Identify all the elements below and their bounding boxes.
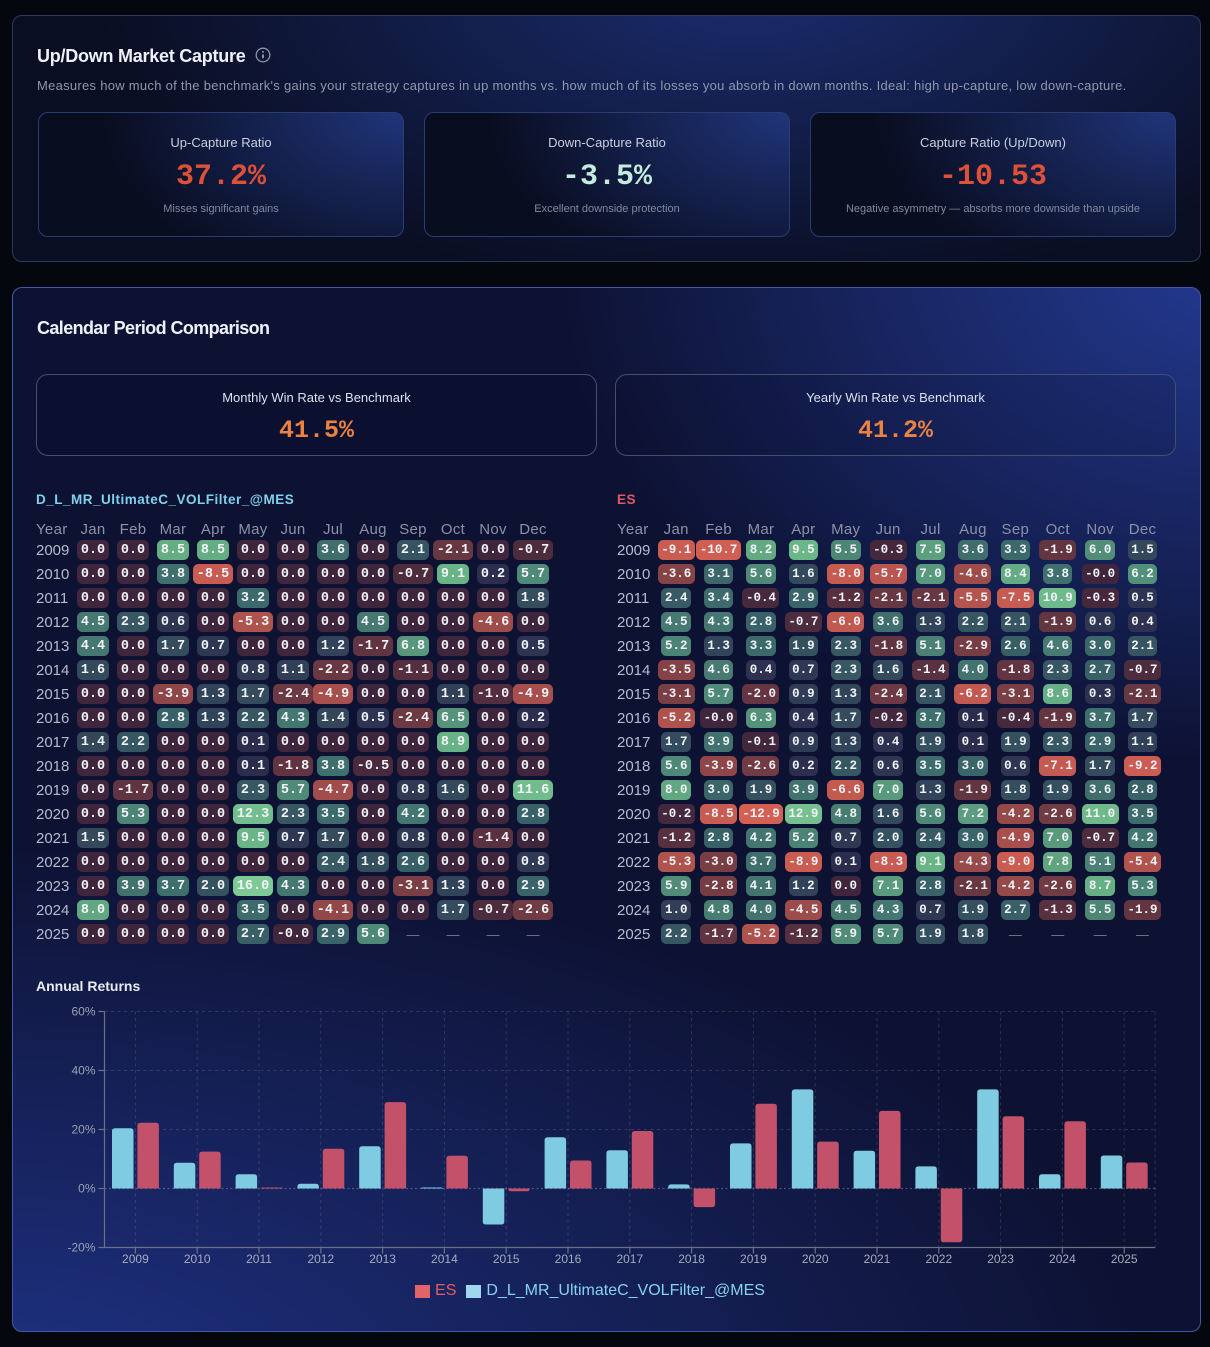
svg-text:2015: 2015 bbox=[493, 1252, 520, 1266]
svg-text:2019: 2019 bbox=[740, 1252, 767, 1266]
svg-text:2009: 2009 bbox=[122, 1252, 149, 1266]
svg-text:2020: 2020 bbox=[802, 1252, 829, 1266]
svg-text:2025: 2025 bbox=[1111, 1252, 1138, 1266]
svg-text:2014: 2014 bbox=[431, 1252, 458, 1266]
svg-text:0%: 0% bbox=[78, 1182, 96, 1196]
svg-text:2016: 2016 bbox=[555, 1252, 582, 1266]
svg-text:2024: 2024 bbox=[1049, 1252, 1076, 1266]
svg-text:2022: 2022 bbox=[925, 1252, 952, 1266]
svg-text:2012: 2012 bbox=[307, 1252, 334, 1266]
svg-text:2018: 2018 bbox=[678, 1252, 705, 1266]
svg-text:40%: 40% bbox=[71, 1064, 95, 1078]
svg-text:2017: 2017 bbox=[616, 1252, 643, 1266]
svg-text:-20%: -20% bbox=[67, 1241, 95, 1255]
svg-text:2011: 2011 bbox=[246, 1252, 272, 1266]
svg-text:2010: 2010 bbox=[184, 1252, 211, 1266]
svg-text:60%: 60% bbox=[71, 1005, 95, 1019]
svg-text:2021: 2021 bbox=[864, 1252, 891, 1266]
svg-text:20%: 20% bbox=[71, 1123, 95, 1137]
svg-text:2013: 2013 bbox=[369, 1252, 396, 1266]
svg-text:2023: 2023 bbox=[987, 1252, 1014, 1266]
